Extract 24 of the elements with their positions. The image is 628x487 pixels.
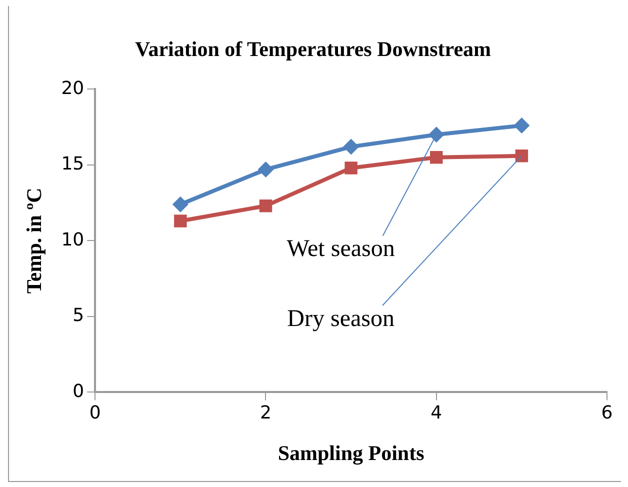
point — [514, 118, 530, 134]
x-tick-label: 6 — [601, 402, 613, 424]
point — [428, 126, 444, 143]
y-tick-label: 15 — [61, 154, 84, 175]
point — [515, 149, 528, 162]
text: Dry season — [287, 306, 394, 332]
point — [259, 199, 272, 212]
y-axis-title: Temp. in ºC — [22, 188, 46, 294]
point — [172, 196, 188, 212]
text: Wet season — [286, 236, 395, 262]
point — [430, 151, 443, 164]
chart-title: Variation of Temperatures Downstream — [134, 37, 492, 62]
point — [344, 162, 358, 174]
x-tick-label: 2 — [260, 402, 272, 424]
point — [343, 138, 360, 155]
x-tick-label: 0 — [89, 402, 101, 424]
x-axis-title: Sampling Points — [278, 440, 424, 465]
y-tick-label: 0 — [72, 380, 84, 402]
point — [174, 214, 187, 228]
y-tick-label: 10 — [61, 229, 84, 250]
x-tick-label: 4 — [430, 402, 442, 424]
y-tick-label: 20 — [61, 78, 84, 99]
point — [258, 161, 274, 178]
y-tick-label: 5 — [72, 305, 84, 326]
